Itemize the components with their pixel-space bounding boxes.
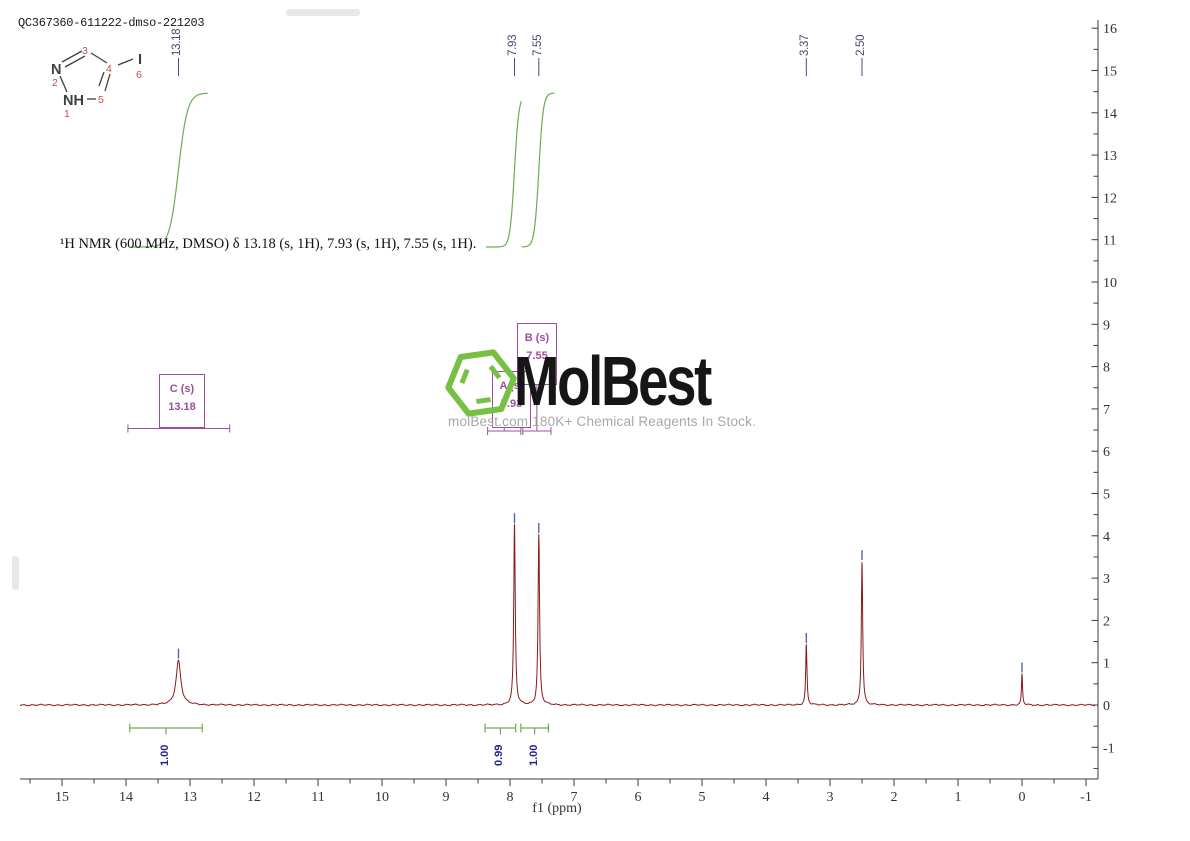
integral-curve (486, 101, 522, 248)
multiplet-box-c-label: C (s) (169, 383, 195, 395)
y-tick-label: 11 (1103, 234, 1116, 249)
integral-value: 0.99 (493, 744, 506, 766)
x-tick-label: 12 (247, 790, 261, 805)
y-tick-label: 3 (1103, 572, 1110, 587)
x-tick-label: 9 (443, 790, 450, 805)
x-tick-label: -1 (1080, 790, 1092, 805)
y-tick-label: 0 (1103, 699, 1110, 714)
structure-bond (59, 75, 68, 93)
x-tick-label: 7 (571, 790, 578, 805)
integral-value: 1.00 (527, 744, 540, 766)
logo-hexagon-outline (445, 349, 517, 417)
structure-position-number: 6 (136, 69, 142, 81)
y-tick-label: 1 (1103, 657, 1110, 672)
integral-curve (130, 92, 208, 248)
x-tick-label: 10 (375, 790, 389, 805)
nmr-assignment-caption: ¹H NMR (600 MHz, DMSO) δ 13.18 (s, 1H), … (60, 236, 477, 252)
structure-bond (90, 52, 108, 64)
structure-position-number: 5 (98, 94, 104, 106)
spectrum-trace (19, 524, 1096, 707)
x-tick-label: 14 (119, 790, 133, 805)
x-tick-label: 8 (507, 790, 514, 805)
y-tick-label: 13 (1103, 149, 1117, 164)
structure-bond (64, 55, 86, 68)
integral-curve (521, 92, 555, 248)
structure-position-number: 3 (82, 45, 88, 57)
structure-position-number: 4 (106, 63, 112, 75)
structure-bond (104, 73, 111, 92)
scan-artifact (12, 556, 19, 590)
x-tick-label: 5 (699, 790, 706, 805)
structure-position-number: 2 (52, 77, 58, 89)
y-tick-label: -1 (1103, 741, 1115, 756)
x-tick-label: 0 (1019, 790, 1026, 805)
scan-artifact (286, 9, 360, 16)
structure-position-number: 1 (64, 108, 70, 120)
structure-bond (98, 71, 105, 87)
y-tick-label: 14 (1103, 107, 1117, 122)
y-tick-label: 16 (1103, 22, 1117, 37)
x-tick-label: 15 (55, 790, 69, 805)
logo-hexagon-inner-bond (488, 364, 502, 380)
x-tick-label: 13 (183, 790, 197, 805)
y-tick-label: 8 (1103, 361, 1110, 376)
multiplet-box-c: C (s) 13.18 (159, 374, 205, 428)
y-tick-label: 4 (1103, 530, 1110, 545)
y-tick-label: 9 (1103, 318, 1110, 333)
structure-bond (117, 58, 134, 66)
multiplet-box-b: B (s) 7.55 (517, 323, 557, 385)
peak-shift-label: 7.55 (531, 34, 544, 56)
logo-hexagon-inner-bond (459, 368, 470, 384)
x-tick-label: 11 (311, 790, 324, 805)
x-tick-label: 6 (635, 790, 642, 805)
y-tick-label: 7 (1103, 403, 1110, 418)
peak-shift-label: 2.50 (855, 34, 867, 56)
y-tick-label: 15 (1103, 65, 1117, 80)
x-tick-label: 4 (763, 790, 770, 805)
peak-shift-label: 13.18 (171, 28, 184, 56)
integral-value: 1.00 (159, 744, 171, 766)
y-tick-label: 5 (1103, 488, 1110, 503)
x-axis-title: f1 (ppm) (532, 801, 582, 816)
x-tick-label: 3 (827, 790, 834, 805)
multiplet-box-c-shift: 13.18 (168, 400, 196, 413)
y-tick-label: 10 (1103, 276, 1117, 291)
multiplet-box-b-shift: 7.55 (526, 349, 548, 362)
peak-shift-label: 7.93 (507, 34, 520, 56)
structure-bond (61, 50, 83, 63)
logo-wordmark: MolBest (514, 342, 712, 420)
logo-hexagon-icon (445, 349, 517, 417)
multiplet-box-b-label: B (s) (524, 332, 550, 344)
peak-shift-label: 3.37 (799, 34, 812, 56)
logo-hexagon-inner-bond (476, 397, 491, 405)
x-tick-label: 1 (955, 790, 962, 805)
y-tick-label: 6 (1103, 445, 1110, 460)
structure-atom-label: NH (63, 93, 84, 109)
sample-title: QC367360-611222-dmso-221203 (18, 16, 205, 30)
y-tick-label: 12 (1103, 191, 1117, 206)
y-tick-label: 2 (1103, 614, 1110, 629)
structure-atom-label: N (51, 62, 61, 78)
logo-tagline: molBest.com 180K+ Chemical Reagents In S… (448, 414, 757, 429)
structure-atom-label: I (138, 52, 142, 68)
x-tick-label: 2 (891, 790, 898, 805)
